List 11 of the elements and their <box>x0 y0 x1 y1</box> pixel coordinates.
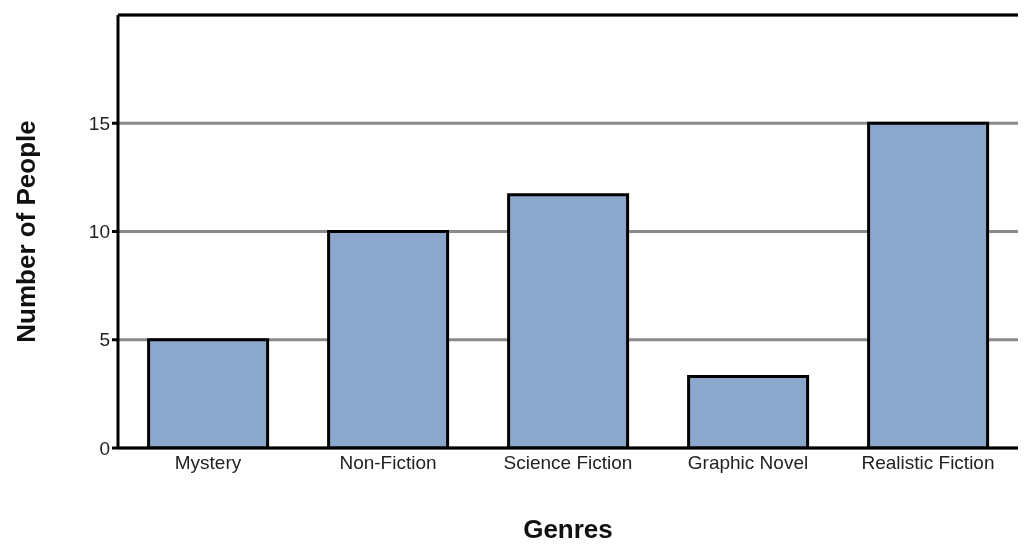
y-tick-label: 0 <box>99 437 110 459</box>
y-tick-label: 10 <box>88 221 110 243</box>
y-tick-label: 5 <box>99 329 110 351</box>
x-tick-label: Realistic Fiction <box>861 452 995 474</box>
y-tick-label: 15 <box>88 113 110 134</box>
x-tick-label: Science Fiction <box>503 452 633 474</box>
y-axis-title: Number of People <box>11 120 42 343</box>
x-tick-label: Graphic Novel <box>687 452 809 474</box>
x-tick-label: Mystery <box>174 452 242 474</box>
x-tick-label: Non-Fiction <box>339 452 437 474</box>
x-axis-title: Genres <box>523 514 613 544</box>
